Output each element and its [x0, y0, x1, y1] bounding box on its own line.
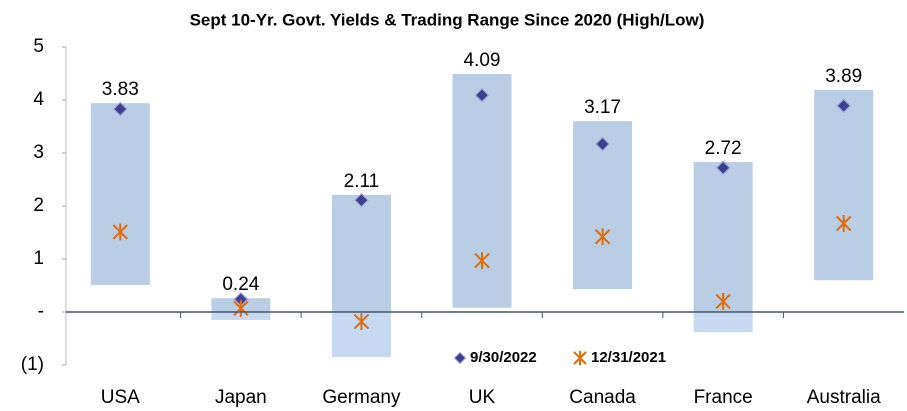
- asterisk-marker: [836, 215, 852, 232]
- diamond-marker: [715, 160, 731, 176]
- asterisk-marker: [474, 252, 490, 269]
- range-above-zero: [814, 89, 874, 281]
- range-bar: [331, 194, 391, 358]
- x-tick-label: Canada: [569, 387, 636, 408]
- data-label: 3.17: [584, 97, 621, 118]
- y-tick-label: 3: [33, 142, 44, 163]
- y-tick-label: 1: [33, 248, 44, 269]
- range-bar: [814, 89, 874, 281]
- x-tick-label: Australia: [807, 387, 881, 408]
- y-tick-label: 2: [33, 195, 44, 216]
- range-above-zero: [331, 194, 391, 312]
- x-tick-label: Germany: [322, 387, 401, 408]
- range-above-zero: [90, 103, 150, 285]
- y-tick-label: (1): [21, 354, 44, 375]
- y-tick-label: 4: [33, 89, 44, 110]
- y-tick-label: -: [38, 301, 44, 322]
- data-label: 4.09: [464, 50, 501, 71]
- range-above-zero: [693, 162, 753, 312]
- range-bars: [90, 74, 874, 358]
- asterisk-marker: [353, 313, 370, 330]
- legend-marker: [573, 350, 587, 366]
- markers: [112, 87, 852, 330]
- chart-title: Sept 10-Yr. Govt. Yields & Trading Range…: [190, 10, 705, 29]
- asterisk-marker: [715, 293, 731, 310]
- range-above-zero: [452, 74, 512, 308]
- legend-label: 12/31/2021: [591, 349, 666, 366]
- x-tick-label: USA: [101, 387, 140, 408]
- range-bar: [90, 103, 150, 285]
- data-label: 0.24: [222, 274, 259, 295]
- data-label: 2.72: [705, 138, 742, 159]
- diamond-marker: [474, 87, 490, 103]
- diamond-marker: [836, 98, 852, 114]
- x-tick-label: France: [694, 387, 753, 408]
- asterisk-marker: [233, 299, 249, 317]
- diamond-marker: [354, 192, 369, 208]
- data-label: 3.83: [102, 79, 139, 100]
- range-bar: [452, 74, 512, 308]
- asterisk-marker: [594, 228, 611, 246]
- range-below-zero: [693, 312, 753, 333]
- range-bar: [693, 162, 753, 333]
- diamond-marker: [595, 136, 610, 152]
- data-label: 2.11: [344, 171, 380, 192]
- legend-marker: [453, 351, 467, 365]
- asterisk-marker: [112, 223, 128, 241]
- diamond-marker: [112, 101, 128, 117]
- x-tick-label: Japan: [215, 387, 267, 408]
- data-label: 3.89: [825, 66, 862, 87]
- legend-label: 9/30/2022: [470, 349, 537, 366]
- x-tick-label: UK: [469, 387, 496, 408]
- y-tick-label: 5: [33, 36, 44, 57]
